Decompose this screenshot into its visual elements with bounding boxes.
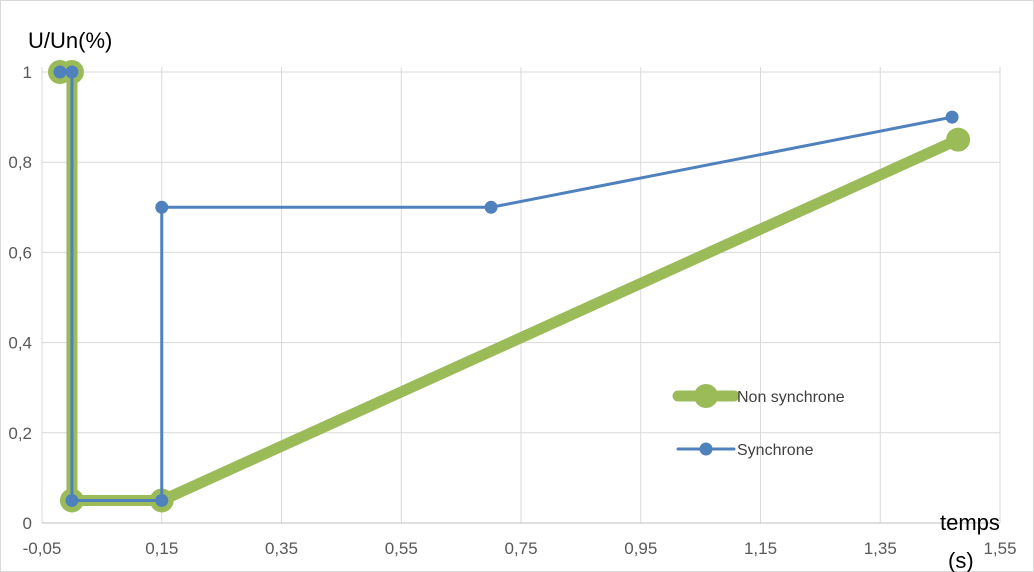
series-point	[484, 200, 498, 214]
x-axis-title-line1: temps	[940, 510, 1000, 535]
x-tick-label: 0,95	[624, 539, 657, 558]
series-point	[155, 200, 169, 214]
series-layer	[47, 60, 971, 513]
legend-label: Synchrone	[737, 442, 814, 459]
y-axis-title: U/Un(%)	[28, 28, 112, 53]
legend-marker	[699, 442, 713, 456]
series-point	[155, 493, 169, 507]
x-tick-label: 0,15	[145, 539, 178, 558]
x-tick-label: 0,35	[265, 539, 298, 558]
legend-label: Non synchrone	[737, 389, 845, 406]
y-tick-label: 0,6	[8, 243, 32, 262]
legend-marker	[694, 384, 718, 408]
x-tick-label: -0,05	[23, 539, 62, 558]
grid	[41, 67, 1001, 524]
y-tick-label: 0	[23, 514, 32, 533]
x-axis-title-line2: (s)	[948, 548, 974, 572]
y-tick-label: 0,8	[8, 153, 32, 172]
series-point	[946, 127, 971, 152]
series-point	[53, 65, 67, 79]
series-point	[65, 493, 79, 507]
legend: Non synchrone Synchrone	[672, 384, 845, 459]
x-tick-label: 1,55	[983, 539, 1016, 558]
x-tick-label: 1,15	[744, 539, 777, 558]
series-point	[65, 65, 79, 79]
y-tick-label: 1	[23, 63, 32, 82]
x-tick-label: 1,35	[864, 539, 897, 558]
y-tick-label: 0,4	[8, 334, 32, 353]
tick-labels: -0,05 0,15 0,35 0,55 0,75 0,95 1,15 1,35 1,55 0 0,…	[8, 63, 1016, 558]
series-point	[945, 110, 959, 124]
x-tick-label: 0,55	[385, 539, 418, 558]
y-tick-label: 0,2	[8, 424, 32, 443]
x-tick-label: 0,75	[504, 539, 537, 558]
